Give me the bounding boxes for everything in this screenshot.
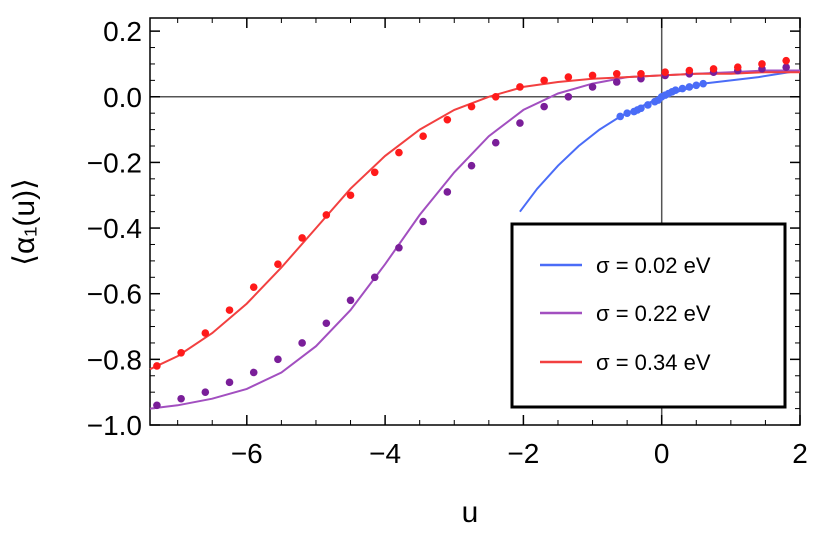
data-point-0	[616, 112, 625, 121]
data-point-2	[782, 56, 790, 65]
y-tick-label: −0.6	[87, 279, 142, 310]
data-point-2	[419, 132, 427, 140]
data-point-2	[370, 168, 379, 177]
data-point-2	[153, 362, 161, 370]
data-point-1	[298, 339, 306, 347]
data-point-2	[322, 211, 331, 219]
data-point-0	[685, 83, 694, 91]
legend-label: σ = 0.22 eV	[596, 301, 711, 326]
data-point-0	[692, 81, 701, 90]
data-point-2	[637, 69, 645, 78]
data-point-2	[588, 71, 597, 80]
data-point-1	[564, 92, 573, 101]
data-point-2	[225, 306, 234, 314]
data-point-1	[782, 63, 790, 72]
data-point-2	[346, 191, 355, 200]
data-point-0	[644, 101, 652, 109]
data-point-1	[177, 394, 185, 403]
data-point-1	[249, 368, 258, 377]
data-point-0	[699, 79, 707, 88]
data-point-1	[443, 188, 452, 196]
data-point-1	[274, 355, 282, 364]
y-tick-label: 0.2	[103, 16, 142, 47]
data-point-2	[733, 63, 742, 72]
data-point-1	[201, 388, 210, 396]
y-axis-title: ⟨α₁(u)⟩	[8, 178, 41, 266]
data-point-2	[516, 83, 524, 91]
legend-label: σ = 0.34 eV	[596, 350, 711, 375]
data-point-1	[225, 378, 234, 387]
data-point-1	[153, 401, 161, 410]
y-tick-label: −0.8	[87, 344, 142, 375]
data-point-0	[678, 84, 687, 93]
data-point-0	[671, 86, 680, 95]
data-point-2	[467, 102, 476, 111]
legend-label: σ = 0.02 eV	[596, 253, 711, 278]
data-point-1	[395, 243, 403, 252]
data-point-2	[249, 283, 258, 291]
data-point-2	[685, 66, 694, 75]
series-points	[153, 56, 790, 410]
data-point-1	[491, 138, 500, 147]
x-tick-label: −6	[231, 438, 263, 469]
data-point-2	[443, 115, 452, 124]
x-tick-label: −4	[369, 438, 401, 469]
x-tick-label: −2	[507, 438, 539, 469]
y-tick-label: −0.2	[87, 147, 142, 178]
data-point-0	[623, 109, 631, 117]
data-point-2	[758, 60, 766, 68]
data-point-2	[612, 69, 621, 78]
data-point-0	[637, 104, 645, 113]
data-point-1	[516, 119, 524, 127]
x-tick-label: 0	[654, 438, 670, 469]
x-axis-title: u	[462, 496, 479, 529]
data-point-2	[709, 65, 718, 73]
y-tick-label: 0.0	[103, 82, 142, 113]
x-tick-label: 2	[792, 438, 808, 469]
axis-ticks: −6 −4 −2 0 2 0.2 0.0 −0.2 −0.4 −0.6 −0.8 −1.0	[87, 16, 808, 469]
data-point-2	[395, 148, 403, 157]
data-point-1	[346, 296, 355, 305]
y-tick-label: −1.0	[87, 410, 142, 441]
data-point-2	[491, 92, 500, 101]
data-point-1	[612, 78, 621, 86]
data-point-2	[540, 76, 548, 85]
data-point-1	[322, 319, 331, 328]
data-point-1	[540, 102, 548, 111]
data-point-2	[274, 260, 282, 268]
data-point-1	[467, 161, 476, 170]
y-tick-label: −0.4	[87, 213, 142, 244]
data-point-2	[661, 68, 669, 76]
data-point-2	[201, 329, 210, 337]
data-point-1	[419, 217, 427, 226]
data-point-2	[177, 348, 185, 357]
data-point-2	[298, 234, 306, 242]
data-point-2	[564, 73, 573, 81]
data-point-1	[588, 83, 597, 91]
legend: σ = 0.02 eV σ = 0.22 eV σ = 0.34 eV	[510, 222, 787, 409]
data-point-1	[370, 273, 379, 282]
